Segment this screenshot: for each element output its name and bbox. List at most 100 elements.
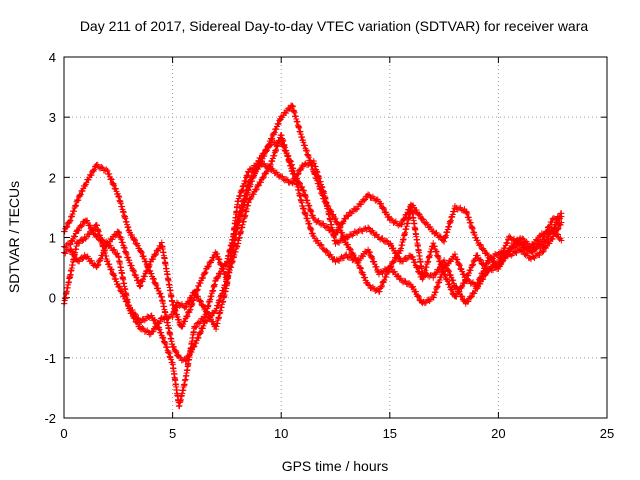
data-point-marker: [94, 161, 101, 168]
data-point-marker: [124, 298, 131, 305]
data-point-marker: [482, 272, 489, 279]
plot-frame: [63, 56, 608, 419]
data-point-marker: [477, 241, 484, 248]
data-point-marker: [273, 169, 280, 176]
data-point-marker: [341, 235, 348, 242]
data-point-marker: [445, 268, 452, 275]
data-point-marker: [146, 261, 153, 268]
x-tick-label: 15: [383, 426, 397, 441]
data-point-marker: [197, 280, 204, 287]
data-point-marker: [121, 293, 128, 300]
data-point-marker: [77, 191, 84, 198]
data-point-marker: [104, 167, 111, 174]
data-point-marker: [89, 227, 96, 234]
data-point-marker: [331, 213, 338, 220]
data-point-marker: [132, 311, 139, 318]
data-point-marker: [458, 206, 465, 213]
data-point-marker: [467, 294, 474, 301]
x-tick-label: 0: [60, 426, 67, 441]
data-point-marker: [503, 252, 510, 259]
data-point-marker: [430, 274, 437, 281]
data-point-marker: [217, 261, 224, 268]
data-point-marker: [134, 242, 141, 249]
data-point-marker: [497, 261, 504, 268]
data-point-marker: [73, 202, 80, 209]
data-point-marker: [261, 152, 268, 159]
data-point-marker: [154, 247, 161, 254]
data-point-marker: [443, 262, 450, 269]
data-point-marker: [445, 266, 452, 273]
data-point-marker: [448, 286, 455, 293]
data-point-marker: [173, 299, 180, 306]
data-point-marker: [172, 347, 179, 354]
data-point-marker: [539, 249, 546, 256]
data-point-marker: [552, 230, 559, 237]
data-point-marker: [366, 248, 373, 255]
data-point-marker: [529, 248, 536, 255]
data-point-marker: [401, 215, 408, 222]
data-point-marker: [218, 262, 225, 269]
data-point-marker: [123, 297, 130, 304]
data-point-marker: [262, 170, 269, 177]
data-point-marker: [64, 223, 71, 230]
data-point-marker: [357, 264, 364, 271]
data-point-marker: [552, 224, 559, 231]
data-point-marker: [129, 231, 136, 238]
data-point-marker: [103, 166, 110, 173]
y-tick-label: 3: [49, 110, 56, 125]
data-point-marker: [131, 237, 138, 244]
data-point-marker: [366, 249, 373, 256]
data-point-marker: [323, 223, 330, 230]
data-point-marker: [378, 200, 385, 207]
data-point-marker: [201, 269, 208, 276]
data-point-marker: [414, 264, 421, 271]
data-point-marker: [250, 191, 257, 198]
data-point-marker: [459, 293, 466, 300]
data-point-marker: [269, 135, 276, 142]
y-axis-label: SDTVAR / TECUs: [6, 181, 22, 293]
data-point-marker: [255, 166, 262, 173]
data-point-marker: [158, 329, 165, 336]
y-tick-label: 4: [49, 50, 56, 65]
data-point-marker: [265, 166, 272, 173]
data-point-marker: [249, 175, 256, 182]
data-point-marker: [159, 334, 166, 341]
data-point-marker: [391, 268, 398, 275]
data-point-marker: [456, 260, 463, 267]
data-point-marker: [362, 196, 369, 203]
data-point-marker: [195, 283, 202, 290]
data-point-marker: [150, 328, 157, 335]
data-point-marker: [199, 325, 206, 332]
data-point-marker: [106, 261, 113, 268]
data-point-marker: [201, 270, 208, 277]
data-point-marker: [245, 199, 252, 206]
data-point-marker: [161, 339, 168, 346]
data-point-marker: [406, 206, 413, 213]
data-point-marker: [420, 216, 427, 223]
data-point-marker: [393, 255, 400, 262]
data-point-marker: [176, 353, 183, 360]
data-point-marker: [461, 271, 468, 278]
data-point-marker: [327, 207, 334, 214]
data-point-marker: [152, 251, 159, 258]
x-tick-label: 10: [274, 426, 288, 441]
data-point-marker: [263, 147, 270, 154]
data-point-marker: [354, 205, 361, 212]
data-point-marker: [380, 278, 387, 285]
data-point-marker: [324, 224, 331, 231]
data-point-marker: [85, 176, 92, 183]
data-point-marker: [423, 299, 429, 306]
data-point-marker: [452, 284, 459, 291]
data-point-marker: [132, 310, 139, 317]
data-point-marker: [135, 277, 142, 284]
data-point-marker: [474, 252, 481, 259]
data-point-marker: [353, 206, 360, 213]
data-point-marker: [96, 257, 103, 264]
data-point-marker: [112, 232, 119, 239]
data-point-marker: [381, 206, 388, 213]
data-point-marker: [400, 216, 407, 223]
data-point-marker: [373, 263, 380, 270]
data-point-marker: [465, 276, 472, 283]
y-tick-label: 0: [49, 291, 56, 306]
data-point-marker: [207, 258, 214, 265]
